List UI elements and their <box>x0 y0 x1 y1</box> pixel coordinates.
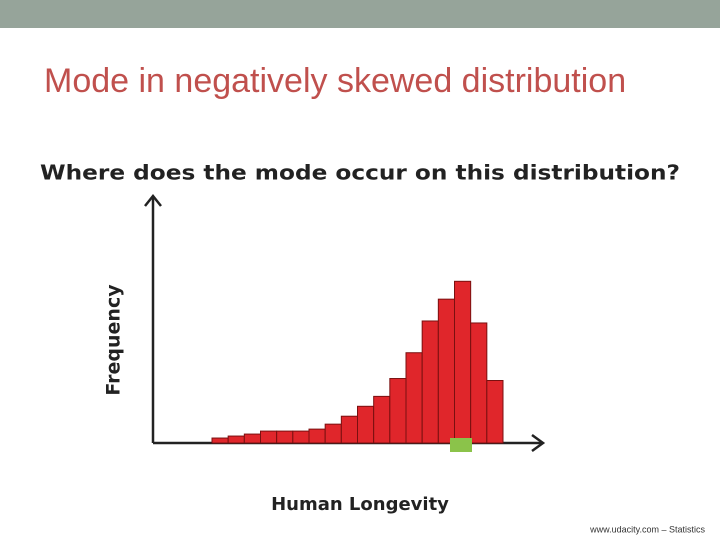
bar <box>308 428 326 444</box>
bar <box>292 430 310 444</box>
bar <box>389 378 407 444</box>
bar <box>227 435 245 444</box>
chart-title: Where does the mode occur on this distri… <box>40 161 680 185</box>
top-band <box>0 0 720 28</box>
bar <box>243 433 261 444</box>
bar <box>373 395 391 444</box>
bar <box>324 423 342 444</box>
bar <box>454 280 472 444</box>
mode-marker <box>450 438 472 452</box>
bar <box>340 415 359 444</box>
bar <box>470 322 488 444</box>
bar <box>405 352 423 444</box>
bar <box>421 320 439 444</box>
bar <box>211 437 229 444</box>
bar <box>260 430 278 444</box>
slide-title: Mode in negatively skewed distribution <box>44 62 626 100</box>
bar <box>357 405 375 444</box>
bar <box>276 430 294 444</box>
y-axis-label: Frequency <box>103 284 125 396</box>
x-arrow <box>531 433 546 453</box>
x-axis-label: Human Longevity <box>271 494 449 515</box>
bar <box>437 298 456 444</box>
footer: www.udacity.com – Statistics <box>589 524 705 534</box>
bars <box>211 280 504 444</box>
bar <box>486 380 504 444</box>
y-arrow <box>144 193 162 207</box>
